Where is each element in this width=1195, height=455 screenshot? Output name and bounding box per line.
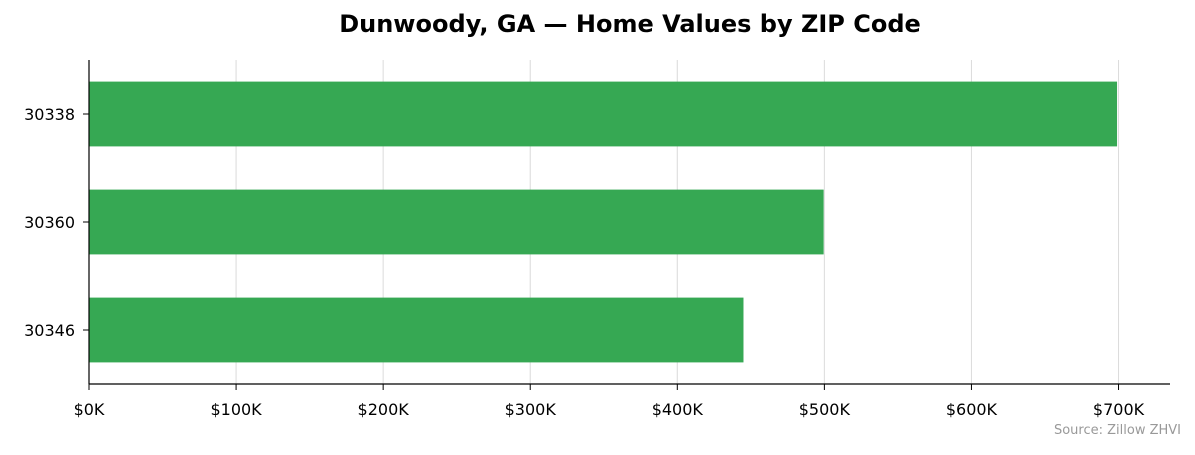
bar-30360 [89, 189, 824, 255]
bar-30346 [89, 297, 744, 363]
x-tick-label: $100K [210, 400, 262, 419]
bar-30338 [89, 81, 1118, 147]
x-tick-label: $0K [74, 400, 105, 419]
x-tick-label: $700K [1093, 400, 1145, 419]
x-tick-label: $400K [652, 400, 704, 419]
x-tick-label: $200K [358, 400, 410, 419]
y-tick-label: 30346 [24, 321, 75, 340]
x-tick-label: $600K [946, 400, 998, 419]
ticks: $0K $100K $200K $300K $400K $500K $600K $700K 30… [24, 105, 1145, 419]
y-tick-label: 30360 [24, 213, 75, 232]
x-tick-label: $500K [799, 400, 851, 419]
x-tick-label: $300K [505, 400, 557, 419]
chart-title: Dunwoody, GA — Home Values by ZIP Code [339, 10, 921, 38]
source-note: Source: Zillow ZHVI [1053, 423, 1181, 438]
y-tick-label: 30338 [24, 105, 75, 124]
bars [89, 81, 1118, 363]
